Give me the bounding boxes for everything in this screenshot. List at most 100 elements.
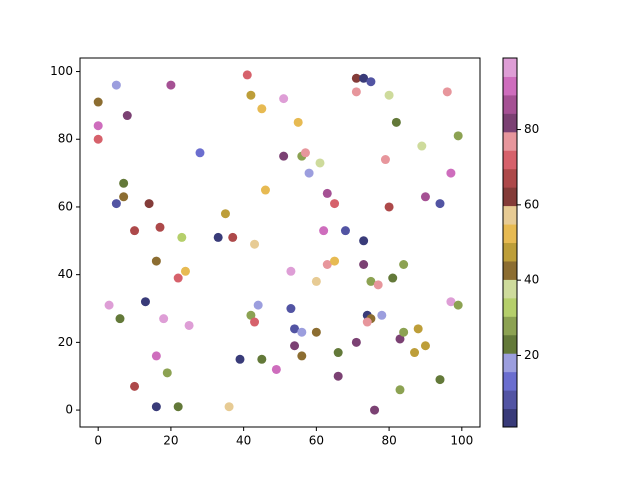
point — [322, 260, 332, 270]
point — [442, 87, 452, 97]
colorbar-segment — [503, 224, 517, 243]
point — [413, 324, 423, 334]
x-tick-label: 20 — [163, 434, 178, 448]
point — [235, 354, 245, 364]
point — [362, 317, 372, 327]
point — [366, 276, 376, 286]
y-tick-label: 20 — [58, 335, 73, 349]
point — [119, 192, 129, 202]
point — [351, 337, 361, 347]
colorbar-segment — [503, 94, 517, 114]
point — [366, 77, 376, 87]
point — [333, 371, 343, 381]
point — [130, 226, 140, 236]
point — [155, 222, 165, 232]
point — [359, 73, 369, 83]
y-tick-label: 60 — [58, 199, 73, 213]
point — [330, 199, 340, 209]
point — [250, 317, 260, 327]
point — [420, 192, 430, 202]
point — [151, 402, 161, 412]
point — [330, 256, 340, 266]
colorbar-segment — [503, 371, 517, 391]
point — [417, 141, 427, 151]
colorbar-frame — [502, 57, 518, 428]
colorbar-segment — [503, 316, 517, 336]
colorbar-segment — [503, 390, 517, 410]
point — [380, 155, 390, 165]
point — [286, 304, 296, 314]
colorbar-segment — [503, 205, 517, 225]
point — [166, 80, 176, 90]
point — [435, 375, 445, 385]
colorbar-segment — [503, 113, 517, 133]
point — [253, 300, 263, 310]
point — [242, 70, 252, 80]
point — [297, 351, 307, 361]
point — [293, 117, 303, 127]
colorbar-segment — [503, 242, 517, 262]
point — [395, 334, 405, 344]
point — [384, 90, 394, 100]
point — [373, 280, 383, 290]
point — [315, 158, 325, 168]
point — [279, 151, 289, 161]
point — [257, 104, 267, 114]
point — [271, 364, 281, 374]
x-tick-label: 60 — [309, 434, 324, 448]
colorbar-segment — [503, 131, 517, 151]
y-tick-label: 40 — [58, 267, 73, 281]
point — [388, 273, 398, 283]
point — [319, 226, 329, 236]
point — [173, 402, 183, 412]
point — [122, 111, 132, 121]
colorbar-tick-label: 20 — [524, 348, 539, 362]
point — [151, 256, 161, 266]
point — [246, 310, 256, 320]
point — [130, 381, 140, 391]
colorbar-tick-label: 40 — [524, 273, 539, 287]
point — [290, 324, 300, 334]
point — [162, 368, 172, 378]
point — [184, 320, 194, 330]
point — [446, 168, 456, 178]
point — [399, 327, 409, 337]
colorbar-tick-label: 80 — [524, 122, 539, 136]
point — [180, 266, 190, 276]
colorbar-segment — [503, 58, 517, 77]
point — [420, 341, 430, 351]
point — [399, 260, 409, 270]
point — [115, 314, 125, 324]
point — [93, 121, 103, 131]
x-tick-label: 80 — [381, 434, 396, 448]
point — [370, 405, 380, 415]
point — [304, 168, 314, 178]
point — [144, 199, 154, 209]
point — [220, 209, 230, 219]
point — [173, 273, 183, 283]
point — [279, 94, 289, 104]
point — [93, 134, 103, 144]
point — [359, 236, 369, 246]
point — [213, 232, 223, 242]
point — [177, 232, 187, 242]
point — [453, 300, 463, 310]
y-tick-label: 0 — [65, 403, 73, 417]
point — [257, 354, 267, 364]
point — [93, 97, 103, 107]
colorbar-segment — [503, 168, 517, 188]
point — [395, 385, 405, 395]
point — [250, 239, 260, 249]
point — [453, 131, 463, 141]
point — [333, 348, 343, 358]
y-tick-label: 80 — [58, 132, 73, 146]
point — [340, 226, 350, 236]
point — [351, 87, 361, 97]
colorbar-segment — [503, 279, 517, 299]
point — [300, 148, 310, 158]
point — [297, 327, 307, 337]
y-tick-label: 100 — [50, 64, 73, 78]
point — [351, 73, 361, 83]
point — [391, 117, 401, 127]
